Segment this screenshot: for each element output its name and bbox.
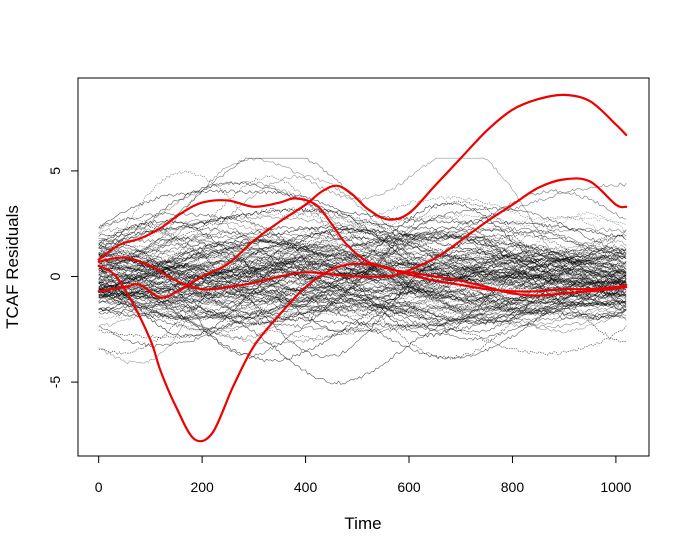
x-tick-label: 800 [501, 479, 525, 495]
background-curve [98, 231, 627, 331]
background-curve [98, 251, 627, 290]
background-curve [98, 210, 627, 322]
highlight-curve-1 [97, 262, 628, 443]
background-curve [98, 266, 627, 296]
x-axis: 0 200 400 600 800 1000 [95, 455, 632, 495]
x-tick-label: 600 [397, 479, 421, 495]
y-tick-label: 5 [47, 167, 63, 175]
background-curve [98, 258, 627, 296]
background-curve [98, 249, 627, 299]
highlight-curve-3 [97, 93, 628, 299]
background-curve [98, 181, 627, 328]
background-curve [98, 249, 627, 268]
x-axis-title: Time [344, 514, 381, 533]
x-tick-label: 0 [95, 479, 103, 495]
background-curve [98, 233, 627, 294]
background-curve [98, 278, 627, 326]
background-curve [98, 213, 627, 275]
x-tick-label: 1000 [600, 479, 631, 495]
highlight-curve-4 [97, 177, 628, 291]
background-curve [98, 229, 627, 358]
background-curve [98, 215, 627, 274]
background-curve [98, 250, 627, 310]
y-axis: -5 0 5 [47, 167, 79, 389]
background-curve [98, 211, 627, 311]
background-curve [98, 196, 627, 279]
background-curve [98, 253, 627, 282]
background-curve [98, 245, 627, 312]
background-curve [98, 254, 627, 283]
background-curve [98, 174, 627, 313]
background-curve [98, 157, 627, 291]
background-curve [98, 247, 627, 306]
background-curve [98, 241, 627, 333]
background-curve [98, 249, 627, 308]
background-curve [98, 272, 627, 296]
background-curve [98, 248, 627, 334]
background-curve [98, 202, 627, 299]
background-curve [98, 236, 627, 297]
background-curve [98, 244, 627, 292]
background-curve [98, 206, 627, 284]
background-curve [98, 215, 627, 240]
background-curve [98, 264, 627, 294]
background-curve [98, 181, 627, 260]
background-curve [98, 230, 627, 280]
background-curve [98, 228, 627, 314]
background-curve [98, 270, 627, 304]
background-curve [98, 207, 627, 240]
y-tick-label: -5 [47, 376, 63, 389]
background-curve [98, 270, 627, 364]
background-curve [98, 174, 627, 306]
background-curve [98, 262, 627, 303]
x-tick-label: 400 [294, 479, 318, 495]
background-curve [98, 271, 627, 327]
x-tick-label: 200 [190, 479, 214, 495]
y-tick-label: 0 [47, 272, 63, 280]
background-curve [98, 261, 627, 317]
highlight-curves [97, 93, 628, 443]
background-curve [98, 233, 627, 298]
background-curve [98, 301, 627, 329]
background-curve [98, 251, 627, 303]
highlight-curve-2 [97, 197, 628, 293]
background-curve [98, 259, 627, 312]
background-curve [98, 281, 627, 317]
background-curve [98, 265, 627, 304]
background-curve [98, 227, 627, 290]
background-curve [98, 290, 627, 385]
background-curves [98, 157, 627, 385]
y-axis-title: TCAF Residuals [3, 205, 22, 329]
